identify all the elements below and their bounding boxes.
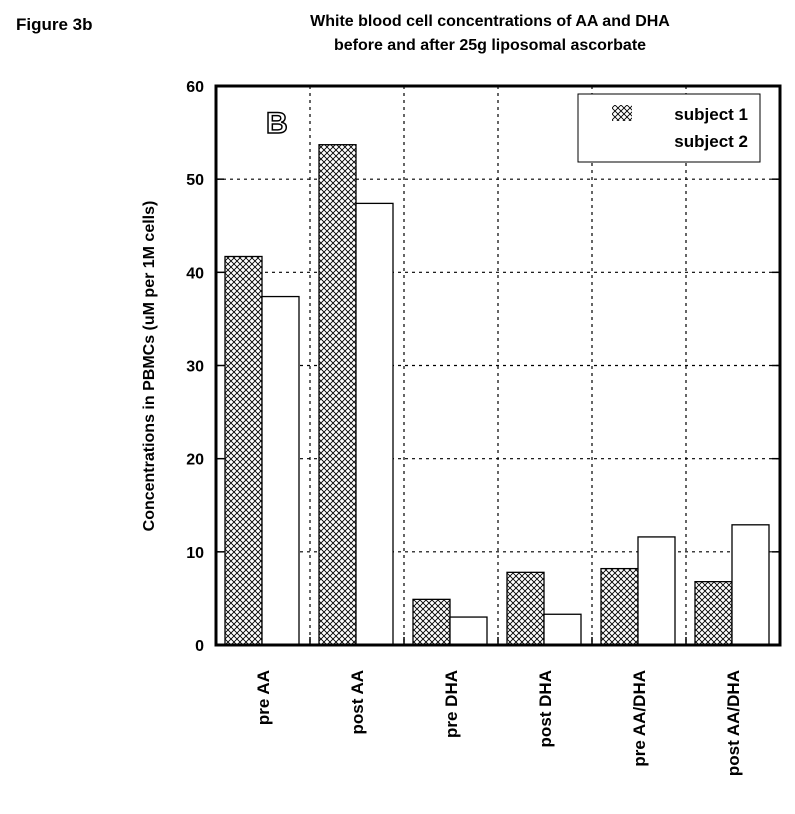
bar-subject-2-4 [637, 536, 676, 646]
legend-label-subject-2: subject 2 [674, 132, 748, 151]
x-tick-label: post DHA [536, 670, 555, 747]
bar-subject-1-3 [506, 571, 545, 646]
bar-subject-1-1 [318, 144, 357, 646]
legend-swatch-subject-1 [612, 105, 632, 121]
y-tick-label: 40 [186, 265, 204, 282]
bar-subject-1-0 [224, 255, 263, 646]
x-tick-label: post AA/DHA [724, 670, 743, 776]
legend: subject 1 subject 2 [577, 93, 761, 163]
legend-label-subject-1: subject 1 [674, 105, 748, 124]
panel-letter: B [266, 107, 288, 140]
bar-subject-1-4 [600, 567, 639, 646]
x-tick-label: post AA [348, 670, 367, 735]
y-tick-label: 0 [195, 638, 204, 655]
x-tick-label: pre AA [254, 670, 273, 725]
bar-subject-2-2 [449, 616, 488, 646]
bar-subject-2-1 [355, 202, 394, 646]
y-tick-label: 10 [186, 545, 204, 562]
y-tick-label: 50 [186, 172, 204, 189]
y-tick-label: 30 [186, 359, 204, 376]
bar-subject-1-5 [694, 580, 733, 646]
bar-subject-2-5 [731, 524, 770, 646]
x-tick-label: pre DHA [442, 670, 461, 738]
y-tick-label: 60 [186, 79, 204, 96]
figure-label: Figure 3b [16, 15, 93, 34]
bar-subject-1-2 [412, 598, 451, 646]
chart-title: White blood cell concentrations of AA an… [310, 13, 670, 30]
y-tick-label: 20 [186, 452, 204, 469]
y-axis-label: Concentrations in PBMCs (uM per 1M cells… [141, 201, 158, 532]
x-tick-label: pre AA/DHA [630, 670, 649, 767]
bar-subject-2-0 [261, 295, 300, 646]
bar-subject-2-3 [543, 613, 582, 646]
chart-subtitle: before and after 25g liposomal ascorbate [334, 37, 646, 54]
